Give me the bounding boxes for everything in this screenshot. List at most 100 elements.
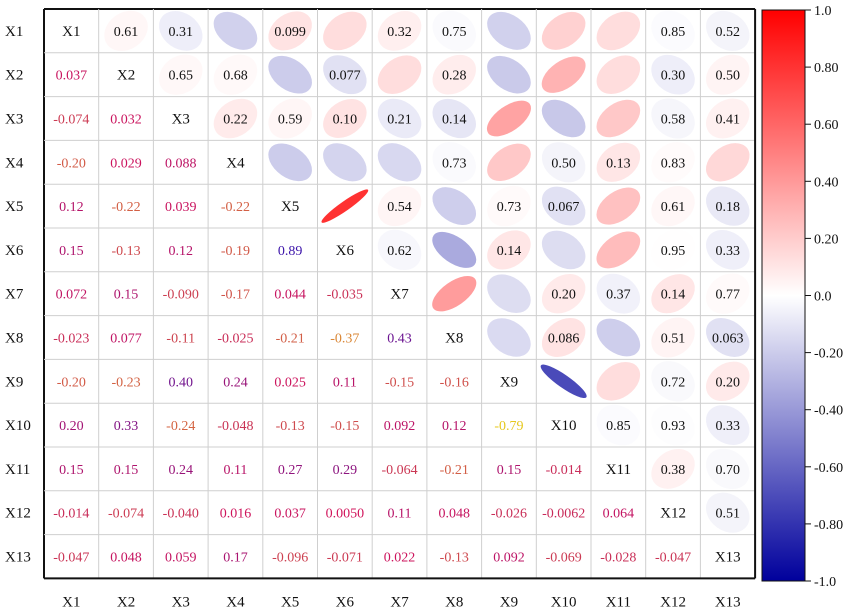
p-value: 0.62 (387, 244, 412, 259)
p-value: 0.58 (661, 113, 686, 128)
row-label: X11 (5, 462, 30, 478)
correlation-ellipse (705, 98, 750, 139)
column-label: X12 (660, 594, 686, 610)
correlation-value: -0.048 (217, 419, 253, 434)
correlation-value: 0.15 (114, 463, 139, 478)
p-value: 0.65 (169, 69, 194, 84)
correlation-ellipse (596, 273, 641, 314)
p-value: 0.85 (661, 25, 686, 40)
p-value: 0.51 (716, 507, 741, 522)
color-bar-tick-label: 0.60 (814, 118, 839, 133)
column-label: X2 (117, 594, 135, 610)
correlation-ellipse (596, 55, 641, 95)
correlation-ellipse (651, 142, 695, 183)
correlation-ellipse (705, 273, 750, 314)
correlation-value: 0.11 (333, 375, 357, 390)
diagonal-label: X5 (281, 199, 299, 215)
correlation-value: -0.074 (108, 507, 144, 522)
correlation-ellipse (596, 231, 641, 269)
correlation-ellipse (432, 10, 477, 52)
correlation-value: -0.028 (600, 551, 636, 566)
correlation-ellipse (323, 143, 367, 182)
correlation-value: -0.17 (221, 288, 250, 303)
correlation-value: 0.029 (110, 156, 142, 171)
correlation-value: -0.040 (163, 507, 199, 522)
column-label: X9 (500, 594, 518, 610)
p-value: 0.20 (551, 288, 576, 303)
p-value: 0.37 (606, 288, 631, 303)
correlation-value: 0.11 (388, 507, 412, 522)
color-bar (761, 9, 806, 582)
correlation-value: 0.11 (223, 463, 247, 478)
correlation-value: 0.20 (59, 419, 84, 434)
color-bar-tick-label: -1.0 (814, 575, 836, 590)
p-value: 0.18 (716, 200, 741, 215)
p-value: 0.61 (114, 25, 139, 40)
row-label: X10 (5, 418, 31, 434)
correlation-value: -0.064 (381, 463, 417, 478)
color-bar-tick-label: 0.40 (814, 175, 839, 190)
correlation-value: -0.37 (330, 332, 359, 347)
correlation-value: 0.12 (169, 244, 194, 259)
p-value: 0.68 (223, 69, 248, 84)
correlation-value: 0.072 (56, 288, 88, 303)
row-label: X8 (5, 331, 23, 347)
correlation-ellipse (541, 186, 586, 226)
correlation-ellipse (596, 99, 641, 138)
correlation-value: -0.090 (163, 288, 199, 303)
column-label: X4 (226, 594, 245, 610)
correlation-value: 0.0050 (326, 507, 365, 522)
correlation-ellipse (268, 143, 312, 182)
correlation-value: 0.27 (278, 463, 303, 478)
correlation-ellipse (268, 11, 312, 51)
correlation-ellipse (651, 229, 695, 271)
correlation-value: 0.088 (165, 156, 197, 171)
correlation-value: 0.037 (274, 507, 306, 522)
correlation-value: -0.014 (546, 463, 582, 478)
correlation-ellipse (158, 54, 203, 95)
p-value: 0.75 (442, 25, 467, 40)
correlation-value: 0.039 (165, 200, 197, 215)
p-value: 0.33 (716, 419, 741, 434)
correlation-ellipse (321, 189, 369, 223)
p-value: 0.50 (551, 156, 576, 171)
correlation-ellipse (651, 98, 695, 139)
p-value: 0.067 (548, 200, 580, 215)
color-bar-tick-label: 1.0 (814, 4, 832, 19)
diagonal-label: X3 (172, 112, 190, 128)
correlation-value: 0.037 (56, 69, 88, 84)
correlation-value: -0.0062 (542, 507, 585, 522)
correlation-value: 0.43 (387, 332, 412, 347)
column-label: X5 (281, 594, 299, 610)
p-value: 0.077 (329, 69, 361, 84)
correlation-value: 0.24 (223, 375, 248, 390)
p-value: 0.10 (333, 113, 358, 128)
p-value: 0.38 (661, 463, 686, 478)
correlation-value: -0.20 (57, 156, 86, 171)
correlation-value: 0.025 (274, 375, 306, 390)
correlation-value: 0.24 (169, 463, 194, 478)
correlation-value: 0.016 (220, 507, 252, 522)
correlation-value: -0.21 (276, 332, 305, 347)
correlation-value: -0.047 (53, 551, 89, 566)
p-value: 0.063 (712, 332, 744, 347)
correlation-ellipse (541, 317, 586, 358)
correlation-value: -0.11 (166, 332, 195, 347)
correlation-value: -0.16 (440, 375, 469, 390)
p-value: 0.13 (606, 156, 631, 171)
correlation-ellipse (541, 230, 586, 270)
correlation-value: -0.22 (221, 200, 250, 215)
correlation-ellipse (268, 98, 312, 139)
p-value: 0.14 (442, 113, 467, 128)
p-value: 0.72 (661, 375, 686, 390)
p-value: 0.28 (442, 69, 467, 84)
correlation-ellipse (651, 54, 695, 95)
column-label: X11 (606, 594, 631, 610)
correlation-ellipse (213, 54, 258, 95)
correlation-value: 0.17 (223, 551, 248, 566)
correlation-ellipse (432, 231, 477, 268)
correlation-ellipse (541, 56, 586, 93)
color-bar-tick-label: 0.80 (814, 61, 839, 76)
diagonal-label: X12 (660, 506, 686, 522)
